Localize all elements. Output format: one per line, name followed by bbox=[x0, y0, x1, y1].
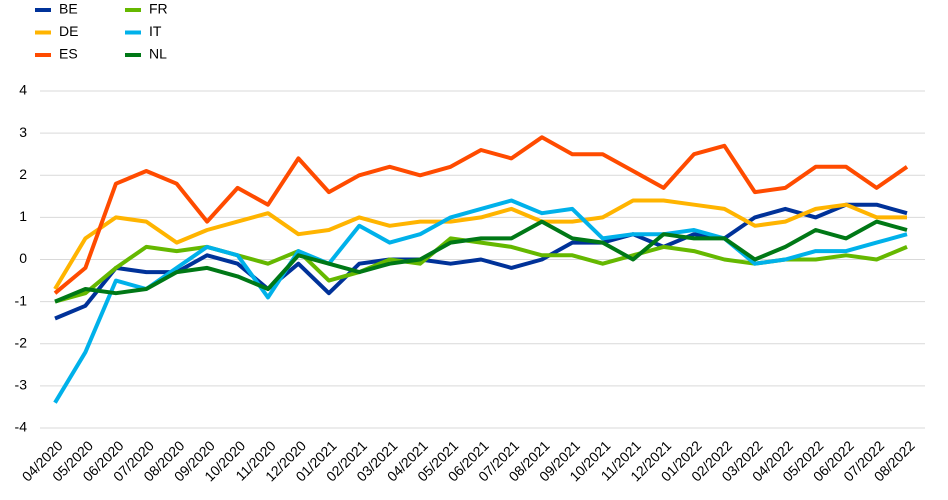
y-tick-label: -2 bbox=[15, 334, 28, 350]
series-line bbox=[54, 202, 908, 321]
y-tick-label: -4 bbox=[15, 419, 28, 435]
series-line bbox=[53, 198, 908, 404]
y-tick-label: -1 bbox=[15, 292, 28, 308]
legend-label: FR bbox=[149, 1, 168, 17]
y-tick-label: 0 bbox=[19, 250, 27, 266]
y-tick-label: 2 bbox=[19, 166, 27, 182]
y-tick-label: 4 bbox=[19, 82, 27, 98]
y-tick-label: 1 bbox=[19, 208, 27, 224]
series-line bbox=[53, 198, 907, 291]
series-line bbox=[53, 135, 909, 295]
legend-label: ES bbox=[59, 46, 78, 62]
legend-label: NL bbox=[149, 46, 167, 62]
legend-label: DE bbox=[59, 23, 78, 39]
legend-label: BE bbox=[59, 1, 78, 17]
series-line bbox=[54, 219, 908, 304]
legend-label: IT bbox=[149, 23, 162, 39]
y-tick-label: 3 bbox=[19, 124, 27, 140]
y-tick-label: -3 bbox=[15, 377, 28, 393]
